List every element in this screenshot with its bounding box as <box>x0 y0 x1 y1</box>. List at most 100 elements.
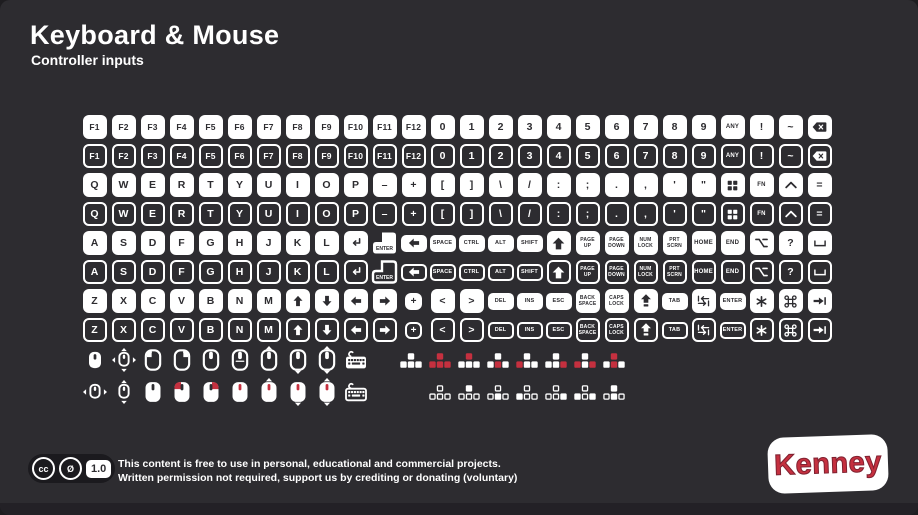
key-3: 3 <box>517 115 542 139</box>
key-cell <box>747 289 776 318</box>
mouse-left-click-red-icon <box>174 382 189 402</box>
spacebar-icon <box>813 268 826 275</box>
arrow-left-icon <box>350 296 361 306</box>
key-f6: F6 <box>227 144 252 168</box>
key-tilde: ~ <box>778 144 803 168</box>
license-version: 1.0 <box>86 459 112 478</box>
tab-right-icon <box>813 326 826 334</box>
key-f4: F4 <box>169 144 194 168</box>
spacebar-key <box>807 260 832 284</box>
key-cell <box>631 318 660 347</box>
win-key <box>720 202 745 226</box>
dpad-cluster-down-icon <box>486 352 509 368</box>
key-c: C <box>140 318 165 342</box>
key-f9: F9 <box>314 115 339 139</box>
return-key <box>343 231 368 255</box>
dpad-cluster-up-icon <box>457 352 480 368</box>
key-cell <box>399 231 428 260</box>
tab-swap-key <box>691 318 716 342</box>
key-cell: CAPS LOCK <box>602 318 631 347</box>
key-cell <box>776 289 805 318</box>
key-cell: B <box>196 289 225 318</box>
key-cell: FN <box>747 173 776 202</box>
key-cell: J <box>254 260 283 289</box>
key-cell: B <box>196 318 225 347</box>
key-prt-scrn: PRT SCRN <box>662 231 687 255</box>
key-greater-than: > <box>459 289 484 313</box>
dpad-cluster-left-icon <box>515 384 538 400</box>
key-cell: CTRL <box>457 231 486 260</box>
key-cell: + <box>399 173 428 202</box>
key-cell: [ <box>428 173 457 202</box>
dpad-cluster-up-down-icon <box>602 352 625 368</box>
key-any: ANY <box>720 144 745 168</box>
key-question: ? <box>778 260 803 284</box>
key-cell: U <box>254 173 283 202</box>
key-g: G <box>198 260 223 284</box>
key-cell: 1 <box>457 115 486 144</box>
tab-right-icon <box>813 297 826 305</box>
key-end: END <box>720 260 745 284</box>
mouse-scroll-down-cell <box>283 344 312 376</box>
key-cell <box>747 231 776 260</box>
key-row-4-outline: Q W E R T Y U I O P – +[] \ /:;., ' " FN = <box>80 202 834 231</box>
key-cell <box>283 289 312 318</box>
key-page-down: PAGE DOWN <box>604 231 629 255</box>
key-end: END <box>720 231 745 255</box>
key-ins: INS <box>516 321 543 339</box>
key-cell: 1 <box>457 144 486 173</box>
mouse-wheel-red-icon <box>232 382 247 402</box>
key-esc: ESC <box>545 321 572 339</box>
enter-key-shape: ENTER <box>373 232 396 254</box>
key-cell: PAGE DOWN <box>602 231 631 260</box>
key-cell: F6 <box>225 115 254 144</box>
key-line: DOWN <box>608 272 625 278</box>
key-cell: 0 <box>428 115 457 144</box>
key-cell: Z <box>80 289 109 318</box>
key-shift: SHIFT <box>516 263 543 281</box>
key-fn: FN <box>749 202 774 226</box>
key-cell: F5 <box>196 144 225 173</box>
arrow-up-key <box>285 318 310 342</box>
mouse-scroll-up-red-icon <box>261 378 276 402</box>
key-cell: DEL <box>486 289 515 318</box>
key-f5: F5 <box>198 115 223 139</box>
option-icon <box>755 267 768 277</box>
key-line: NUM <box>639 237 652 243</box>
key-cell: + <box>399 202 428 231</box>
key-cell: NUM LOCK <box>631 231 660 260</box>
key-cell: F4 <box>167 115 196 144</box>
arrow-left-key <box>343 289 368 313</box>
key-t: T <box>198 202 223 226</box>
key-question: ? <box>778 231 803 255</box>
key-cell: M <box>254 318 283 347</box>
key-f2: F2 <box>111 115 136 139</box>
key-cell: O <box>312 173 341 202</box>
key-cell: G <box>196 231 225 260</box>
key-quote: " <box>691 173 716 197</box>
key-cell <box>689 289 718 318</box>
key-dash: – <box>372 173 397 197</box>
kenney-logo: Kenney <box>767 433 889 495</box>
cc-icon: cc <box>32 457 55 480</box>
key-less-than: < <box>430 318 455 342</box>
key-cell: NUM LOCK <box>631 260 660 289</box>
key-line: LOCK <box>638 243 653 249</box>
arrow-up-key <box>285 289 310 313</box>
mouse-scroll-up-cell <box>254 344 283 376</box>
key-any: ANY <box>720 115 745 139</box>
key-s: S <box>111 260 136 284</box>
key-cell: A <box>80 260 109 289</box>
key-cell: F12 <box>399 115 428 144</box>
key-line: PAGE <box>609 266 624 272</box>
mouse-right-click-red-icon <box>203 382 218 402</box>
key-cell: X <box>109 289 138 318</box>
key-row-5-solid: A S D F G H J K L ENTER SPACE CTRL ALT SHIFT PAGE UP PAG… <box>80 231 834 260</box>
arrow-up-icon <box>293 295 302 307</box>
key-cell <box>341 318 370 347</box>
key-cell <box>805 115 834 144</box>
key-cell: SPACE <box>428 260 457 289</box>
mouse-wheel-click-cell <box>225 344 254 376</box>
key-cell: F8 <box>283 144 312 173</box>
key-8: 8 <box>662 115 687 139</box>
